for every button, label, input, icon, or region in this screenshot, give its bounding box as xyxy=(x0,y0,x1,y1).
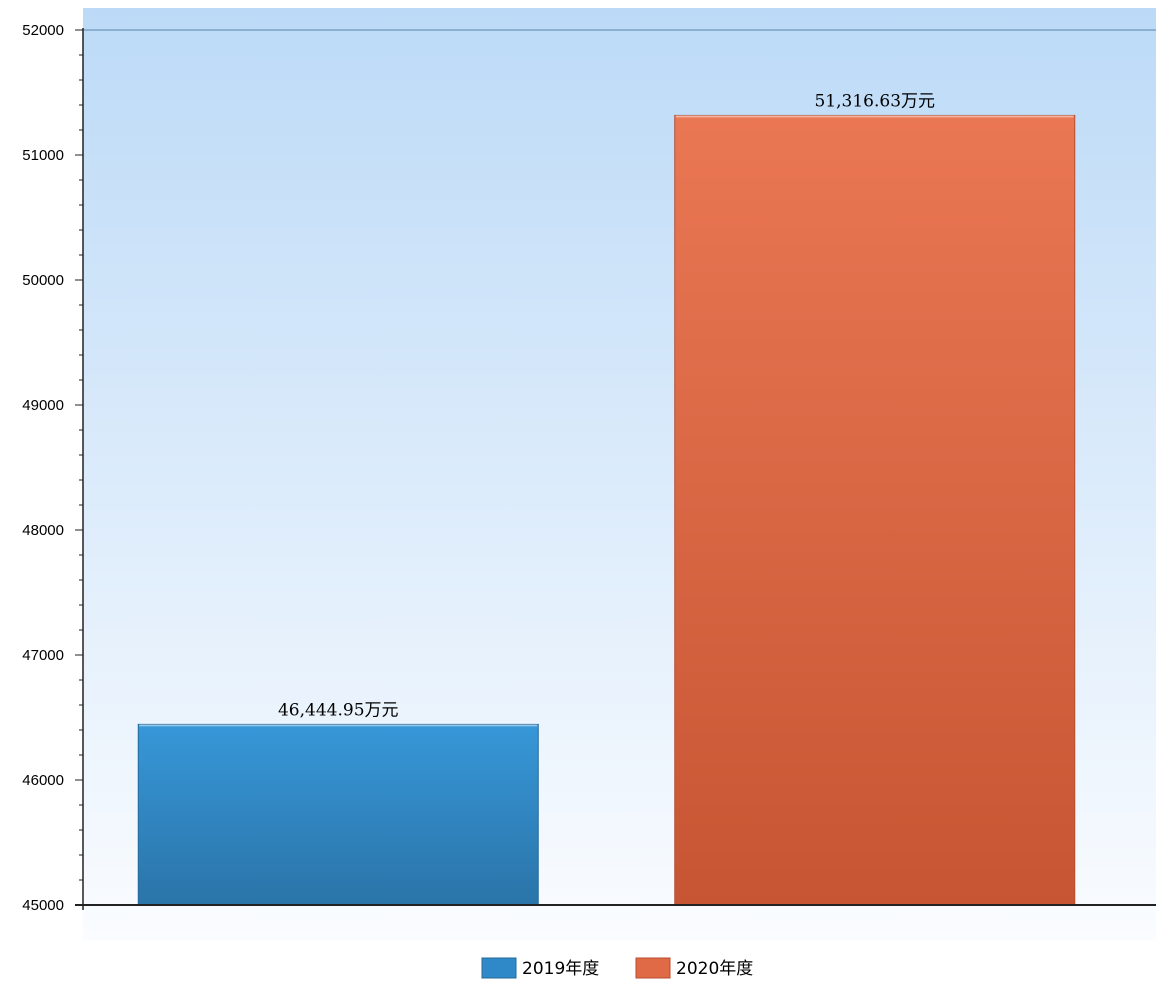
bar-2020年度 xyxy=(674,114,1076,906)
legend-swatch xyxy=(481,957,517,979)
y-tick-label: 51000 xyxy=(22,147,64,164)
y-tick-label: 52000 xyxy=(22,22,64,39)
data-label: 46,444.95万元 xyxy=(278,700,399,720)
y-tick-label: 45000 xyxy=(22,897,64,914)
y-tick-label: 46000 xyxy=(22,772,64,789)
y-tick-label: 47000 xyxy=(22,647,64,664)
y-tick-label: 48000 xyxy=(22,522,64,539)
data-label: 51,316.63万元 xyxy=(814,91,935,111)
y-tick-label: 50000 xyxy=(22,272,64,289)
legend-label: 2020年度 xyxy=(676,959,753,979)
legend-swatch xyxy=(635,957,671,979)
bar-2019年度 xyxy=(137,723,539,906)
legend-label: 2019年度 xyxy=(522,959,599,979)
y-tick-label: 49000 xyxy=(22,397,64,414)
